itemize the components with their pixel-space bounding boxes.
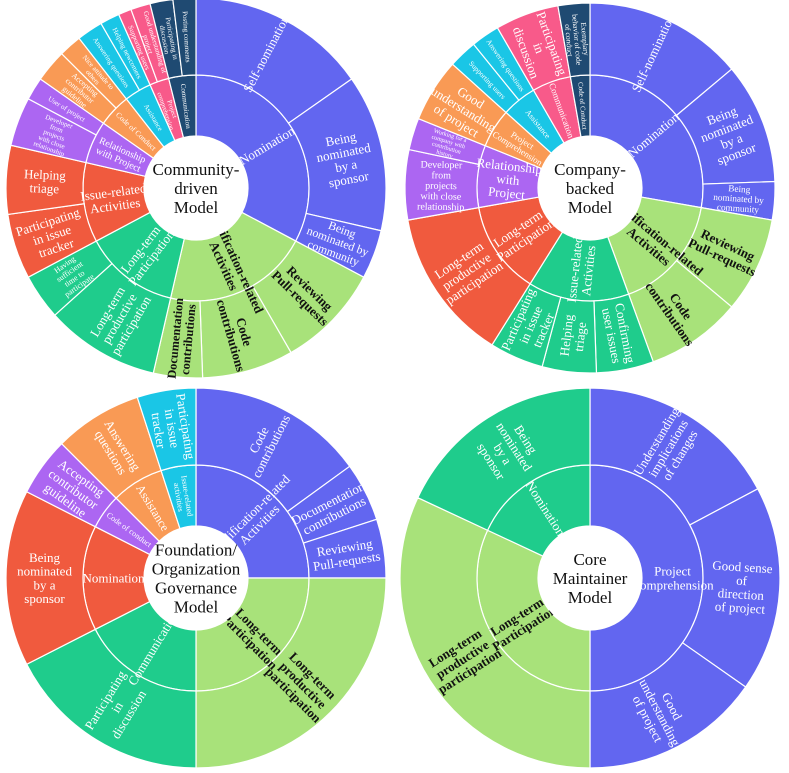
outer-label-1-9: Developerfromprojectswith closerelations… (417, 159, 465, 213)
inner-label-1-4: RelationshipwithProject (473, 155, 543, 204)
center-title-0: Community-driven Model (153, 160, 240, 217)
outer-label-1-15: Exemplarybehavior of codeof conduct (562, 13, 591, 67)
center-title-1: Company-backed Model (554, 160, 626, 217)
inner-label-3-0: Project Comprehension (631, 564, 714, 593)
sunburst-3: Project ComprehensionLong-termParticipati… (399, 387, 781, 769)
center-hole-0 (144, 136, 248, 240)
center-title-2: Foundation/Organization Governance Model (152, 541, 241, 617)
outer-label-2-5: Being nominated by a sponsor (17, 550, 72, 606)
outer-segment-long-term-productive-participation (399, 496, 591, 769)
outer-label-2-8: Participatingin issuetracker (146, 392, 198, 465)
outer-label-1-2: Beingnominated bycommunity (712, 183, 765, 216)
outer-segment-exemplary-behavior-of-code-of-conduct (557, 2, 591, 78)
outer-label-0-9: Helpingtriage (23, 166, 67, 196)
outer-segment-being-nominated-by-a-sponsor (417, 387, 591, 532)
center-title-3: Core Maintainer Model (553, 550, 628, 607)
inner-label-2-3: Nomination (82, 571, 145, 586)
outer-label-0-5: Documentationcontributions (164, 297, 199, 380)
inner-label-0-3: Issue-relatedActivities (79, 180, 149, 217)
center-hole-2 (144, 526, 248, 630)
inner-label-1-2: Issue-relatedActivities (564, 235, 599, 305)
center-hole-1 (538, 136, 642, 240)
sunburst-0: NominationModification-relatedActivities… (5, 0, 387, 380)
outer-label-0-19: Posting comments (181, 11, 192, 63)
outer-label-0-10: Developerfromprojectswith closerelations… (32, 113, 76, 158)
sunburst-1: NominationModification-relatedActivities… (404, 2, 776, 374)
outer-segment-posting-comments (172, 0, 197, 77)
inner-label-2-6: Issue-relatedactivities (171, 475, 195, 519)
outer-label-2-2: ReviewingPull-requests (310, 535, 382, 574)
outer-label-3-1: Good senseofdirectionof project (709, 558, 773, 618)
outer-label-1-6: Helpingtriage (557, 313, 590, 358)
sunburst-2: Modification-relatedActivitiesLong-termP… (5, 387, 387, 769)
outer-segment-long-term-productive-participation (195, 577, 387, 769)
outer-segment-participating-in-issue-tracker (136, 387, 197, 472)
center-hole-3 (538, 526, 642, 630)
